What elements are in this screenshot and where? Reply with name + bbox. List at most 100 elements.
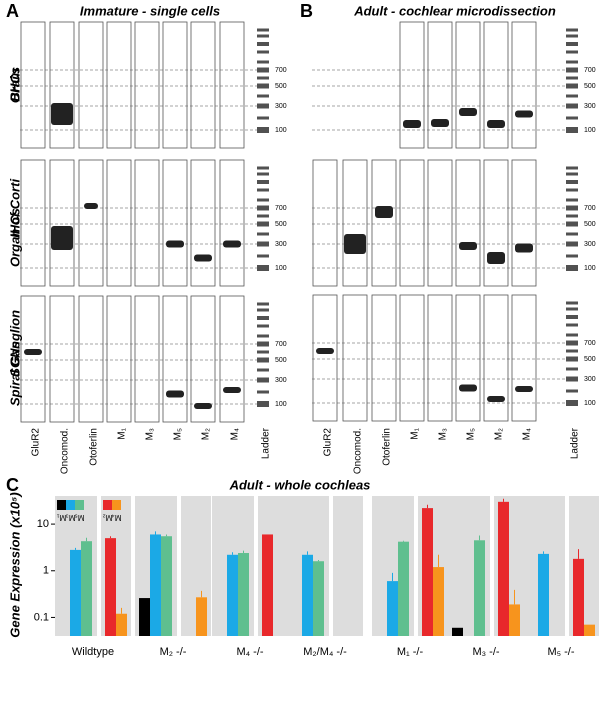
ladder-band — [257, 390, 269, 394]
lane — [190, 21, 216, 149]
band — [166, 390, 184, 398]
bar — [573, 558, 584, 636]
legend-swatch — [112, 500, 121, 510]
bar — [150, 534, 161, 636]
bar — [81, 541, 92, 636]
lane-label: M₅ — [173, 428, 184, 440]
bar — [161, 536, 172, 636]
ladder-band — [257, 198, 269, 202]
ladder-band — [257, 241, 269, 247]
ladder-band — [566, 301, 578, 305]
legend-swatch — [66, 500, 75, 510]
panel-letter: A — [6, 1, 19, 21]
ladder-band — [257, 76, 269, 80]
bar — [452, 627, 463, 636]
ladder-band — [566, 166, 578, 170]
ladder-size: 500 — [584, 221, 596, 228]
ladder-size: 500 — [275, 357, 287, 364]
ladder-band — [257, 302, 269, 306]
ladder-size: 100 — [275, 401, 287, 408]
bar — [433, 567, 444, 636]
ladder-size: 700 — [275, 67, 287, 74]
y-tick-label: 1 — [43, 565, 49, 577]
band — [431, 119, 449, 127]
ladder-band — [257, 308, 269, 312]
ladder-band — [257, 350, 269, 354]
lane-label: GluR2 — [323, 428, 334, 457]
ladder-size: 300 — [584, 103, 596, 110]
lane-label: M₄ — [230, 428, 241, 440]
ladder-size: 300 — [275, 241, 287, 248]
lane — [106, 21, 132, 149]
lane — [20, 295, 46, 423]
ladder-band — [257, 221, 269, 227]
band — [515, 243, 533, 253]
bar — [262, 534, 273, 636]
ladder-band — [566, 76, 578, 80]
bar — [509, 604, 520, 636]
lane — [134, 159, 160, 287]
band — [515, 386, 533, 392]
ladder-band — [566, 60, 578, 64]
lane — [49, 21, 75, 149]
ladder-band — [566, 323, 578, 327]
ladder-size: 500 — [275, 83, 287, 90]
lane-label: Otoferlin — [89, 428, 100, 466]
ladder-band — [566, 67, 578, 73]
lane — [483, 294, 509, 422]
ladder-band — [257, 28, 269, 32]
ladder-size: 500 — [584, 356, 596, 363]
row-label: SGNs — [7, 341, 22, 376]
bar — [313, 561, 324, 636]
lane — [162, 159, 188, 287]
lane-label: Otoferlin — [382, 428, 393, 466]
lane — [134, 295, 160, 423]
bar — [227, 554, 238, 636]
ladder-band — [257, 357, 269, 363]
bar — [387, 581, 398, 636]
ladder-band — [566, 180, 578, 184]
lane — [78, 295, 104, 423]
ladder-band — [257, 188, 269, 192]
legend-label: M₃ — [66, 513, 76, 522]
ladder-band — [257, 103, 269, 109]
lane — [371, 159, 397, 287]
lane — [312, 294, 338, 422]
row-label: IHCs — [7, 208, 22, 238]
lane — [190, 295, 216, 423]
ladder-size: 500 — [584, 83, 596, 90]
ladder-band — [566, 376, 578, 382]
lane — [106, 295, 132, 423]
ladder-size: 300 — [275, 103, 287, 110]
bar — [398, 541, 409, 636]
ladder-size: 100 — [584, 127, 596, 134]
ladder-band — [257, 401, 269, 407]
row-label: Brain — [7, 68, 22, 101]
ladder-band — [257, 341, 269, 347]
lane-label: M₂ — [494, 428, 505, 440]
ladder-band — [257, 254, 269, 258]
legend-label: M₅ — [75, 513, 85, 522]
ladder-size: 100 — [275, 127, 287, 134]
ladder-band — [566, 116, 578, 120]
panel-letter: B — [300, 1, 313, 21]
lane — [162, 295, 188, 423]
band — [223, 240, 241, 248]
ladder-band — [257, 116, 269, 120]
row-label: OHCs — [7, 67, 22, 103]
lane-label: Oncomod. — [60, 428, 71, 474]
ladder-band — [566, 205, 578, 211]
lane — [134, 21, 160, 149]
band — [24, 349, 42, 355]
bar — [422, 508, 433, 636]
ladder-band — [566, 356, 578, 362]
ladder-band — [257, 172, 269, 176]
lane-label: M₅ — [466, 428, 477, 440]
bar — [498, 501, 509, 636]
lane — [219, 159, 245, 287]
ladder-band — [257, 232, 269, 236]
lane — [455, 294, 481, 422]
lane — [371, 294, 397, 422]
bar — [196, 597, 207, 636]
panel-title: Immature - single cells — [80, 3, 220, 18]
